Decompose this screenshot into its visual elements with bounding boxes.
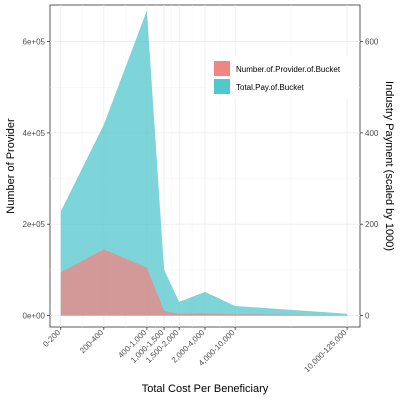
left-tick-label: 4e+05 (23, 129, 46, 138)
right-tick-label: 0 (365, 312, 370, 321)
left-axis-ticks: 0e+00 2e+05 4e+05 6e+05 (23, 38, 50, 321)
right-axis-ticks: 0 200 400 600 (360, 38, 379, 321)
right-axis-title: Industry Payment (scaled by 1000) (383, 81, 395, 251)
right-tick-label: 400 (365, 129, 379, 138)
x-axis-ticks: 0-200 200-400 400-1,0001,000-1,5001,500-2,… (41, 327, 349, 374)
left-tick-label: 6e+05 (23, 38, 46, 47)
left-axis-title: Number of Provider (5, 118, 17, 214)
area-number-of-provider-of-bucket (60, 249, 348, 316)
area-series (60, 10, 348, 316)
legend-key-provider (214, 61, 230, 76)
right-tick-label: 200 (365, 220, 379, 229)
legend: Number.of.Provider.of.Bucket Total.Pay.o… (206, 56, 356, 98)
x-tick-label: 10,000-125,000 (302, 328, 348, 374)
legend-label-pay: Total.Pay.of.Bucket (236, 83, 305, 92)
area-total-pay-of-bucket (60, 10, 348, 316)
left-tick-label: 2e+05 (23, 220, 46, 229)
legend-background (206, 56, 356, 98)
legend-key-pay (214, 79, 230, 94)
x-axis-title: Total Cost Per Beneficiary (142, 383, 269, 395)
legend-label-provider: Number.of.Provider.of.Bucket (236, 65, 341, 74)
x-tick-label: 200-400 (78, 328, 106, 356)
left-tick-label: 0e+00 (23, 312, 46, 321)
x-tick-label: 0-200 (41, 328, 62, 349)
right-tick-label: 600 (365, 38, 379, 47)
